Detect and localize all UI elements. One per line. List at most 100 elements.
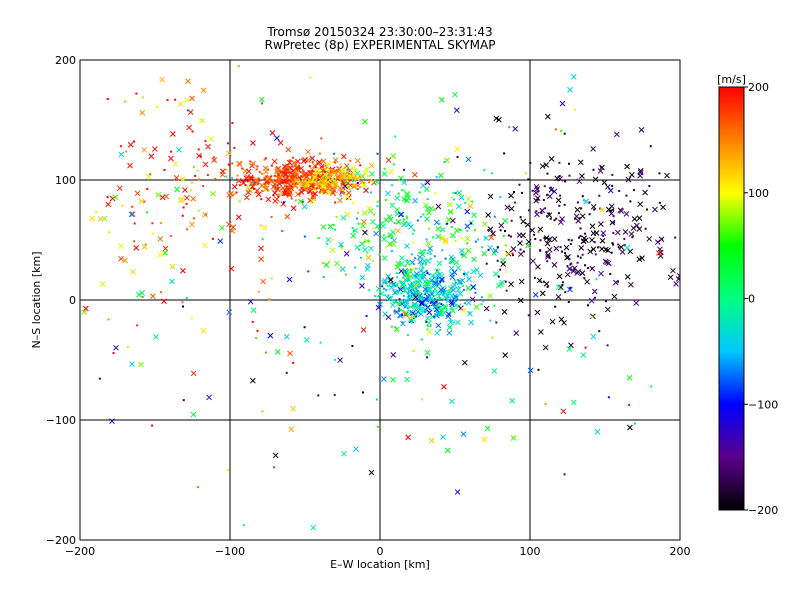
data-point-dot [432, 315, 435, 318]
data-point-dot [578, 236, 581, 239]
data-point-cross [404, 191, 411, 197]
data-point-dot [322, 182, 325, 185]
data-point-cross [624, 274, 631, 280]
data-point-dot [265, 175, 268, 178]
data-point-dot [448, 261, 451, 264]
data-point-dot [354, 266, 357, 269]
data-point-cross [281, 190, 288, 197]
data-point-dot [557, 212, 560, 215]
data-point-dot [561, 284, 564, 287]
data-point-dot [581, 195, 584, 198]
data-point-cross [401, 221, 407, 228]
data-point-dot [144, 243, 147, 246]
data-point-dot [426, 356, 429, 359]
data-point-cross [182, 187, 188, 193]
data-point-dot [390, 250, 393, 253]
data-point-cross [435, 322, 442, 329]
data-point-cross [590, 313, 596, 320]
data-point-dot [616, 280, 619, 283]
data-point-cross [618, 208, 625, 215]
data-point-cross [481, 250, 488, 257]
data-point-cross [390, 153, 397, 159]
data-point-cross [363, 187, 369, 194]
data-point-dot [255, 337, 258, 340]
data-point-cross [272, 180, 278, 187]
data-point-dot [438, 304, 441, 307]
data-point-cross [418, 311, 424, 317]
data-point-dot [384, 294, 387, 297]
data-point-dot [522, 250, 525, 253]
data-point-dot [400, 292, 403, 295]
data-point-dot [311, 160, 314, 163]
data-point-dot [569, 243, 572, 246]
data-point-cross [555, 197, 562, 204]
data-point-cross [262, 182, 269, 189]
data-point-cross [438, 96, 445, 103]
data-point-cross [601, 179, 608, 186]
data-point-dot [414, 257, 417, 260]
data-point-cross [458, 247, 465, 254]
data-point-dot [493, 304, 496, 307]
data-point-cross [152, 146, 158, 152]
data-point-cross [502, 352, 509, 359]
data-point-dot [257, 290, 260, 293]
data-point-cross [409, 259, 416, 266]
data-point-cross [387, 241, 393, 247]
y-tick-label: −100 [46, 414, 76, 427]
data-point-cross [466, 276, 472, 282]
data-point-cross [410, 293, 417, 300]
data-point-cross [452, 293, 459, 300]
data-point-cross [452, 91, 458, 98]
data-point-cross [539, 207, 546, 214]
data-point-dot [546, 260, 549, 263]
data-point-dot [576, 261, 579, 264]
y-tick-label: 100 [55, 174, 76, 187]
data-point-dot [330, 168, 333, 171]
data-point-dot [454, 304, 457, 307]
data-point-dot [362, 181, 365, 184]
data-point-dot [401, 287, 404, 290]
data-point-cross [305, 148, 311, 155]
data-point-dot [366, 175, 369, 178]
data-point-dot [263, 158, 266, 161]
x-tick-label: 200 [670, 545, 691, 558]
data-point-dot [163, 169, 166, 172]
data-point-cross [570, 399, 577, 406]
data-point-cross [243, 194, 250, 201]
data-point-dot [564, 180, 567, 183]
data-point-dot [174, 98, 177, 101]
data-point-dot [369, 191, 372, 194]
data-point-dot [334, 185, 337, 188]
data-point-cross [350, 232, 357, 239]
data-point-cross [293, 178, 300, 184]
data-point-dot [527, 209, 530, 212]
data-point-dot [233, 146, 236, 149]
data-point-cross [458, 305, 464, 311]
data-point-dot [384, 199, 387, 202]
data-point-cross [325, 179, 331, 185]
data-point-dot [485, 262, 488, 265]
data-point-dot [611, 208, 614, 211]
data-point-cross [432, 286, 438, 292]
data-point-dot [426, 295, 429, 298]
data-point-cross [581, 235, 588, 242]
data-point-dot [270, 175, 273, 178]
data-point-cross [130, 268, 136, 275]
data-point-dot [182, 305, 185, 308]
data-point-cross [327, 223, 334, 230]
data-point-dot [553, 219, 556, 222]
data-point-cross [373, 230, 380, 237]
data-point-dot [454, 239, 457, 242]
data-point-dot [386, 285, 389, 288]
data-point-dot [650, 385, 653, 388]
data-point-cross [332, 181, 339, 188]
data-point-cross [311, 174, 318, 181]
data-point-cross [229, 228, 236, 234]
data-point-cross [500, 261, 507, 267]
data-point-cross [360, 327, 367, 333]
data-point-cross [405, 434, 412, 441]
data-point-cross [250, 307, 257, 314]
data-point-cross [211, 157, 218, 163]
data-point-cross [113, 344, 119, 351]
data-point-dot [441, 294, 444, 297]
